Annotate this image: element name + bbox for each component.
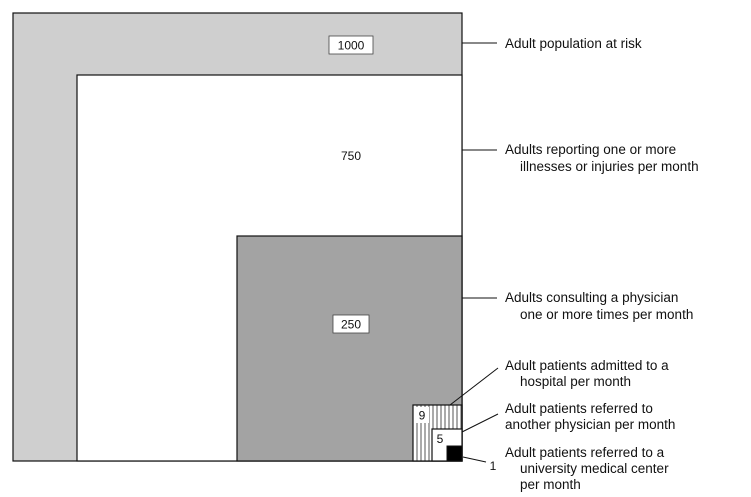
hospital-label: Adult patients admitted to a hospital pe…: [505, 358, 672, 389]
physician-value: 250: [341, 318, 361, 332]
population-label-line-1: Adult population at risk: [505, 36, 642, 51]
referred-label: Adult patients referred to another physi…: [505, 401, 675, 432]
referred-value: 5: [437, 432, 444, 446]
physician-label: Adults consulting a physician one or mor…: [505, 290, 693, 322]
hospital-leader-line: [449, 367, 499, 406]
illness-value: 750: [341, 149, 361, 163]
university-value: 1: [490, 459, 497, 473]
illness-label: Adults reporting one or more illnesses o…: [505, 142, 699, 174]
university-leader-line: [462, 456, 487, 463]
hospital-label-line-2: hospital per month: [520, 374, 631, 389]
physician-label-line-1: Adults consulting a physician: [505, 290, 678, 305]
referred-leader-line: [461, 413, 499, 433]
university-label-line-1: Adult patients referred to a: [505, 445, 665, 460]
illness-label-line-1: Adults reporting one or more: [505, 142, 676, 157]
hospital-value: 9: [419, 409, 426, 423]
hospital-value-box: [415, 407, 429, 423]
referred-label-line-1: Adult patients referred to: [505, 401, 653, 416]
population-label: Adult population at risk: [505, 36, 642, 51]
physician-value-box: [332, 314, 370, 334]
population-value: 1000: [338, 39, 365, 53]
physician-label-line-2: one or more times per month: [520, 307, 693, 322]
population-value-box: [328, 35, 374, 55]
referred-label-line-2: another physician per month: [505, 417, 675, 432]
university-label-line-2: university medical center: [520, 461, 669, 476]
university-square: [446, 445, 463, 462]
hospital-label-line-1: Adult patients admitted to a: [505, 358, 669, 373]
illness-label-line-2: illnesses or injuries per month: [520, 159, 699, 174]
university-label-line-3: per month: [520, 477, 581, 492]
university-label: Adult patients referred to a university …: [505, 445, 672, 492]
